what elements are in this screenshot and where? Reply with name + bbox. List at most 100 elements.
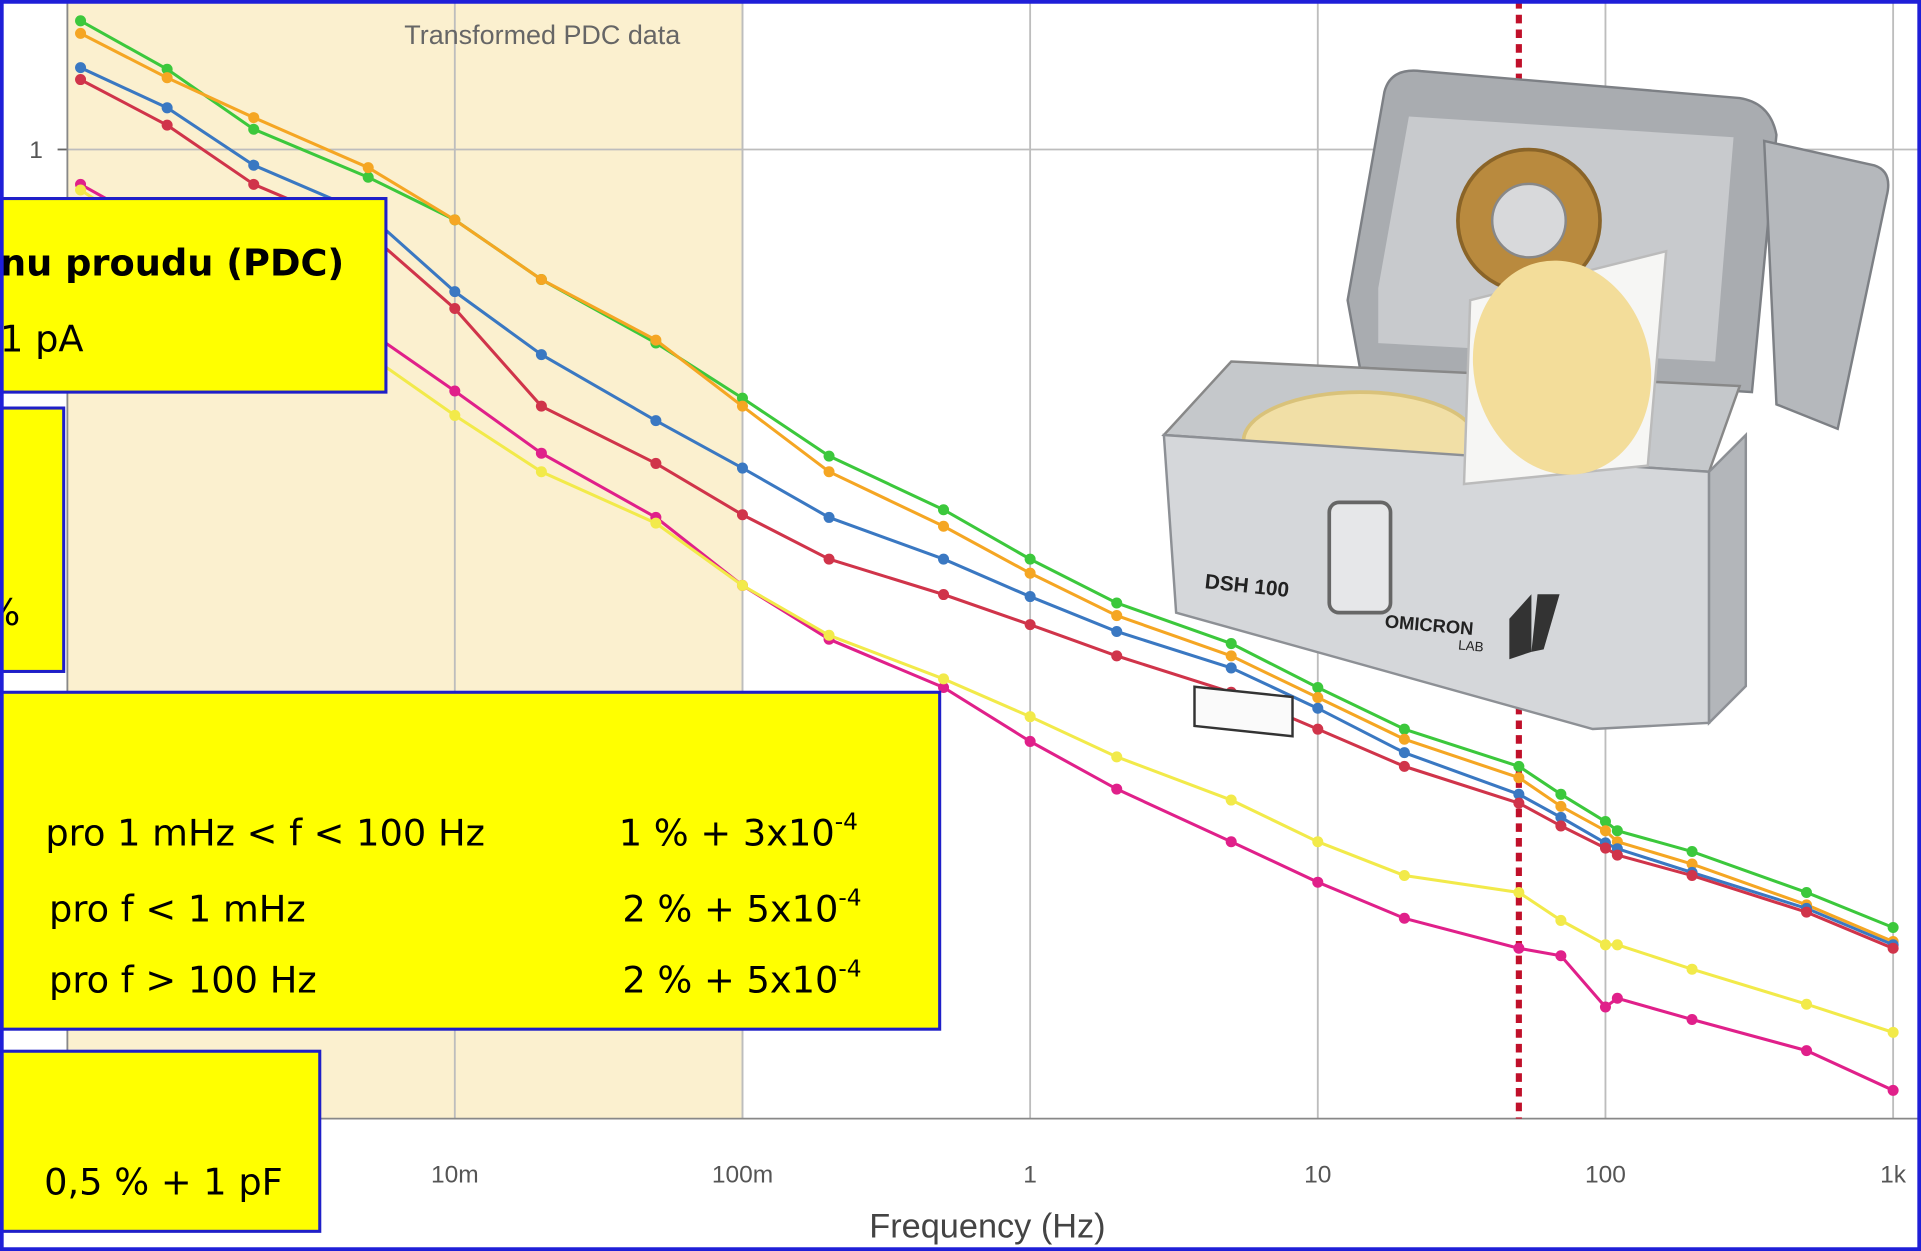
data-point xyxy=(1888,1027,1899,1038)
data-point xyxy=(1111,597,1122,608)
data-point xyxy=(1226,638,1237,649)
row-exponent: -4 xyxy=(838,955,861,982)
data-point xyxy=(248,124,259,135)
data-point xyxy=(1312,836,1323,847)
data-point xyxy=(1612,825,1623,836)
data-point xyxy=(1687,846,1698,857)
data-point xyxy=(737,580,748,591)
row-value: 1 % + 3x10 xyxy=(619,811,835,854)
data-point xyxy=(1111,626,1122,637)
data-point xyxy=(1111,650,1122,661)
data-point xyxy=(1600,1001,1611,1012)
data-point xyxy=(1612,993,1623,1004)
data-point xyxy=(1312,692,1323,703)
data-point xyxy=(1025,568,1036,579)
row-condition: pro f < 1 mHz xyxy=(49,887,306,930)
data-point xyxy=(1399,734,1410,745)
data-point xyxy=(1801,1045,1812,1056)
device-photo xyxy=(1164,71,1888,737)
box-title: nu proudu (PDC) xyxy=(0,242,344,285)
data-point xyxy=(1399,747,1410,758)
data-point xyxy=(1600,825,1611,836)
data-point xyxy=(1801,907,1812,918)
x-tick-label: 1 xyxy=(1023,1161,1037,1188)
data-point xyxy=(1025,736,1036,747)
data-point xyxy=(1612,850,1623,861)
data-point xyxy=(1888,922,1899,933)
data-point xyxy=(1312,682,1323,693)
data-point xyxy=(162,120,173,131)
data-point xyxy=(1513,761,1524,772)
row-exponent: -4 xyxy=(838,884,861,911)
data-point xyxy=(1687,870,1698,881)
data-point xyxy=(650,458,661,469)
data-point xyxy=(938,554,949,565)
data-point xyxy=(824,466,835,477)
data-point xyxy=(1513,943,1524,954)
data-point xyxy=(162,102,173,113)
data-point xyxy=(1555,950,1566,961)
data-point xyxy=(737,463,748,474)
x-tick-label: 100m xyxy=(712,1161,773,1188)
data-point xyxy=(75,62,86,73)
data-point xyxy=(363,172,374,183)
data-point xyxy=(363,162,374,173)
data-point xyxy=(1801,999,1812,1010)
row-condition: pro 1 mHz < f < 100 Hz xyxy=(45,811,485,854)
data-point xyxy=(1513,798,1524,809)
data-point xyxy=(449,214,460,225)
data-point xyxy=(1555,915,1566,926)
data-point xyxy=(1226,650,1237,661)
data-point xyxy=(1025,619,1036,630)
row-value: 2 % + 5x10 xyxy=(622,958,838,1001)
row-value-group: 2 % + 5x10-4 xyxy=(622,884,861,930)
data-point xyxy=(737,401,748,412)
data-point xyxy=(1600,939,1611,950)
data-point xyxy=(1888,943,1899,954)
data-point xyxy=(75,15,86,26)
data-point xyxy=(1600,843,1611,854)
data-point xyxy=(1312,724,1323,735)
data-point xyxy=(824,512,835,523)
data-point xyxy=(1226,795,1237,806)
data-point xyxy=(1687,964,1698,975)
data-point xyxy=(1555,801,1566,812)
data-point xyxy=(449,286,460,297)
x-tick-label: 100 xyxy=(1585,1161,1626,1188)
data-point xyxy=(938,521,949,532)
row-exponent: -4 xyxy=(835,808,858,835)
box-text: 0,5 % + 1 pF xyxy=(44,1161,283,1204)
device-sub: LAB xyxy=(1458,637,1485,654)
row-value-group: 2 % + 5x10-4 xyxy=(622,955,861,1001)
data-point xyxy=(1513,772,1524,783)
x-tick-label: 10m xyxy=(431,1161,479,1188)
data-point xyxy=(1025,711,1036,722)
data-point xyxy=(1312,877,1323,888)
data-point xyxy=(1888,1085,1899,1096)
y-tick-label: 1 xyxy=(29,137,43,164)
x-tick-label: 10 xyxy=(1304,1161,1331,1188)
region-label: Transformed PDC data xyxy=(404,20,680,50)
data-point xyxy=(1399,761,1410,772)
data-point xyxy=(1687,1014,1698,1025)
x-tick-label: 1k xyxy=(1880,1161,1907,1188)
row-value: 2 % + 5x10 xyxy=(622,887,838,930)
data-point xyxy=(449,386,460,397)
data-point xyxy=(1111,751,1122,762)
data-point xyxy=(1226,836,1237,847)
data-point xyxy=(536,448,547,459)
data-point xyxy=(536,274,547,285)
data-point xyxy=(938,589,949,600)
data-point xyxy=(824,451,835,462)
data-point xyxy=(449,410,460,421)
data-point xyxy=(650,335,661,346)
data-point xyxy=(449,303,460,314)
data-point xyxy=(75,184,86,195)
row-condition: pro f > 100 Hz xyxy=(49,958,317,1001)
data-point xyxy=(1111,610,1122,621)
data-point xyxy=(1399,724,1410,735)
info-box xyxy=(0,199,386,393)
data-point xyxy=(650,415,661,426)
data-point xyxy=(1226,662,1237,673)
data-point xyxy=(1111,784,1122,795)
